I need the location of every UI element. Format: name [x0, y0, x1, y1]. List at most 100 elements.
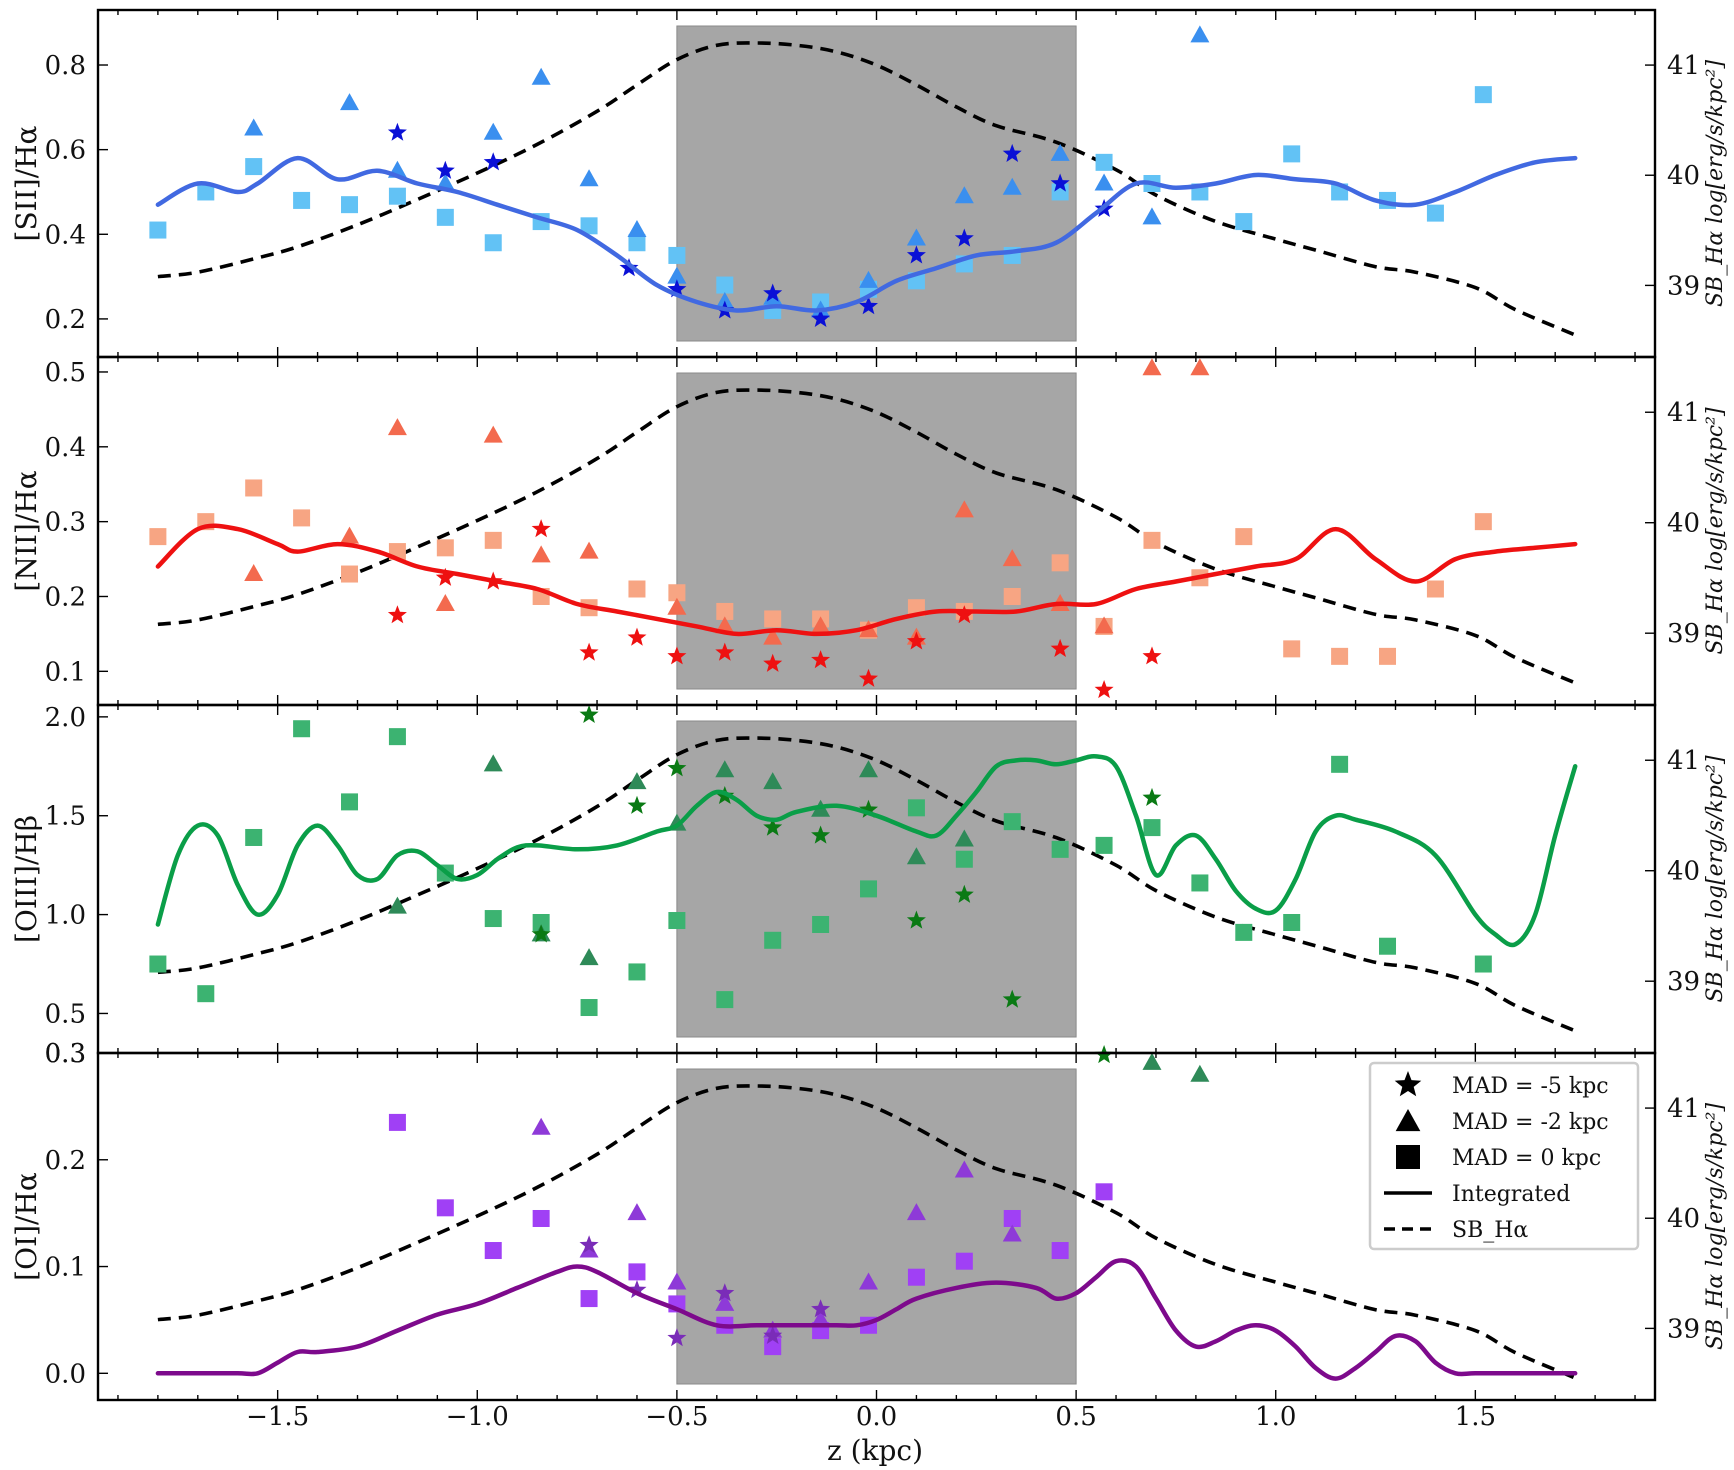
legend-square-icon — [1396, 1145, 1420, 1169]
legend: MAD = -5 kpc MAD = -2 kpc MAD = 0 kpc Integ… — [1368, 1061, 1640, 1251]
square-marker — [484, 234, 502, 252]
panel-4: 0.0 0.1 0.2 0.3 39 40 41 [OI]/Hα SB_Hα log[erg/s… — [10, 1039, 1728, 1402]
triangle-marker — [435, 593, 455, 611]
triangle-marker — [579, 169, 599, 187]
star-marker — [811, 1299, 831, 1318]
triangle-marker — [1190, 25, 1210, 43]
square-marker — [668, 912, 686, 930]
star-marker — [435, 160, 455, 179]
square-marker — [388, 728, 406, 746]
y2-axis-label: SB_Hα log[erg/s/kpc²] — [1703, 407, 1728, 655]
triangle-marker — [1142, 1052, 1162, 1070]
triangle-marker — [667, 266, 687, 284]
x-tick-label: 1.5 — [1455, 1402, 1496, 1432]
triangle-marker — [954, 186, 974, 204]
star-marker — [715, 642, 735, 661]
star-marker — [1142, 646, 1162, 665]
square-marker — [341, 196, 359, 214]
star-marker — [906, 910, 926, 929]
triangle-marker — [859, 1272, 879, 1290]
star-marker — [483, 152, 503, 171]
square-marker — [436, 208, 454, 226]
integrated-line — [155, 155, 1578, 313]
square-marker — [388, 187, 406, 205]
square-marker — [197, 183, 215, 201]
triangle-marker — [579, 541, 599, 559]
square-marker — [484, 1242, 502, 1260]
triangle-marker — [954, 500, 974, 518]
star-marker — [579, 1235, 599, 1254]
star-marker — [531, 924, 551, 943]
y-tick-label: 0.3 — [45, 508, 86, 538]
square-marker — [1379, 937, 1397, 955]
integrated-line — [155, 753, 1578, 948]
y-tick-label: 0.1 — [45, 1253, 86, 1283]
y2-axis-label: SB_Hα log[erg/s/kpc²] — [1703, 60, 1728, 308]
star-marker — [811, 650, 831, 669]
triangle-marker — [1190, 358, 1210, 376]
square-marker — [484, 531, 502, 549]
y2-tick-label: 41 — [1667, 51, 1700, 81]
square-marker — [341, 793, 359, 811]
star-marker — [627, 1280, 647, 1299]
square-marker — [532, 914, 550, 931]
y-tick-label: 0.3 — [45, 1039, 86, 1069]
square-marker — [293, 509, 311, 527]
y2-tick-label: 40 — [1667, 509, 1700, 539]
triangle-marker — [531, 545, 551, 563]
triangle-marker — [763, 772, 783, 790]
star-marker — [1002, 989, 1022, 1008]
square-marker — [1051, 840, 1069, 858]
triangle-marker — [387, 896, 407, 914]
triangle-marker — [1050, 143, 1070, 161]
square-marker — [1283, 914, 1301, 931]
square-marker — [1474, 955, 1492, 973]
square-marker — [245, 828, 263, 846]
legend-star-icon — [1394, 1071, 1422, 1097]
star-marker — [387, 605, 407, 624]
star-marker — [579, 642, 599, 661]
square-marker — [245, 479, 263, 497]
square-marker — [1235, 923, 1253, 941]
star-marker — [1002, 143, 1022, 162]
square-marker — [245, 158, 263, 176]
y-tick-label: 0.1 — [45, 657, 86, 687]
square-marker — [716, 602, 734, 620]
triangle-marker — [531, 1117, 551, 1135]
y-tick-label: 0.3 — [45, 1039, 86, 1069]
y-tick-label: 0.6 — [45, 136, 86, 166]
y-tick-label: 0.2 — [45, 1146, 86, 1176]
star-marker — [1050, 638, 1070, 657]
star-marker — [667, 279, 687, 298]
square-marker — [1331, 647, 1349, 665]
square-marker — [907, 1268, 925, 1286]
legend-label: MAD = -5 kpc — [1452, 1074, 1609, 1099]
star-marker — [954, 228, 974, 247]
triangle-marker — [627, 772, 647, 790]
y-tick-label: 1.5 — [45, 802, 86, 832]
triangle-marker — [906, 228, 926, 246]
triangle-marker — [1142, 358, 1162, 376]
square-marker — [436, 1199, 454, 1217]
triangle-marker — [715, 616, 735, 634]
star-marker — [906, 631, 926, 650]
y-tick-label: 0.2 — [45, 582, 86, 612]
triangle-marker — [715, 291, 735, 309]
triangle-marker — [811, 1309, 831, 1327]
square-marker — [1143, 819, 1161, 837]
triangle-marker — [763, 627, 783, 645]
y2-tick-label: 41 — [1667, 398, 1700, 428]
y-axis-label: [OIII]/Hβ — [10, 815, 43, 943]
triangle-marker — [1002, 1224, 1022, 1242]
square-marker — [1003, 813, 1021, 831]
star-marker — [763, 653, 783, 672]
y-tick-label: 2.0 — [45, 703, 86, 733]
triangle-marker — [1002, 177, 1022, 195]
star-marker — [763, 1325, 783, 1344]
square-marker — [436, 539, 454, 557]
panel-1: 0.2 0.4 0.6 0.8 39 40 41 [SII]/Hα SB_Hα log[erg/… — [10, 8, 1728, 359]
square-marker — [1379, 647, 1397, 665]
triangle-marker — [811, 616, 831, 634]
star-marker — [531, 519, 551, 538]
